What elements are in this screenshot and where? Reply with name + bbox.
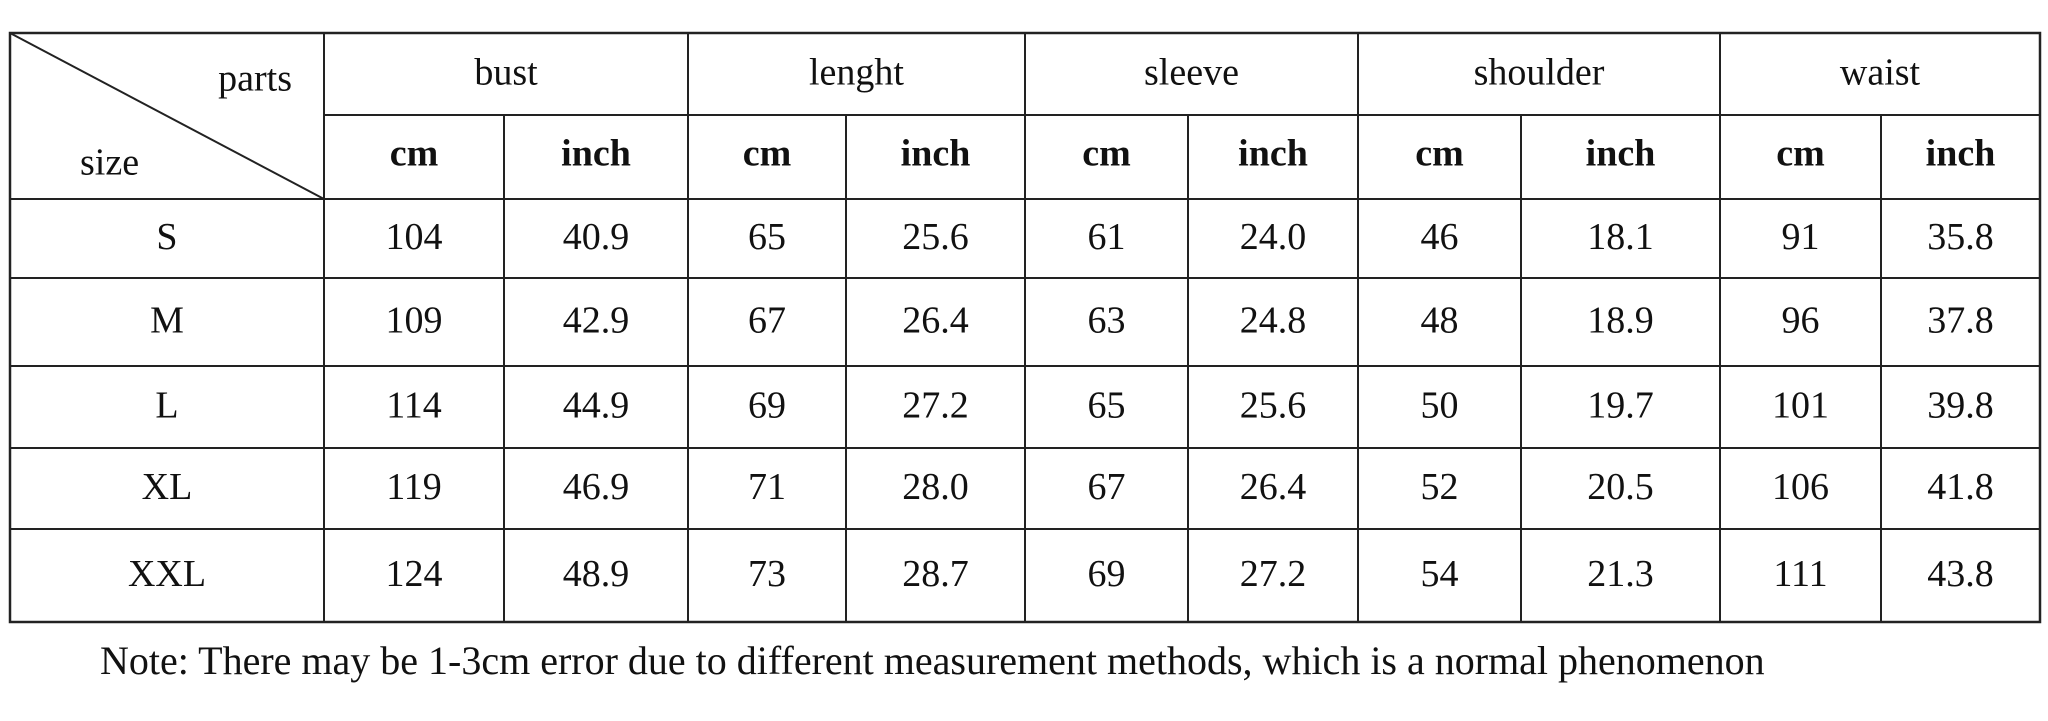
part-name: waist (1840, 52, 1921, 94)
cell-value: 28.0 (902, 466, 969, 508)
cell-value: 27.2 (902, 385, 969, 427)
size-label: XXL (128, 553, 206, 595)
cell-value: 65 (748, 216, 786, 258)
unit: inch (1238, 133, 1308, 175)
note: Note: There may be 1-3cm error due to di… (100, 638, 1765, 683)
cell-value: 19.7 (1587, 385, 1654, 427)
unit: cm (743, 133, 792, 175)
cell-value: 40.9 (563, 216, 630, 258)
cell-value: 54 (1421, 553, 1459, 595)
cell-value: 48 (1421, 300, 1459, 342)
cell-value: 119 (386, 466, 442, 508)
corner-top: parts (218, 58, 292, 100)
cell-value: 28.7 (902, 553, 969, 595)
part-name: lenght (809, 52, 904, 94)
unit: cm (1776, 133, 1825, 175)
cell-value: 37.8 (1927, 300, 1994, 342)
cell-value: 41.8 (1927, 466, 1994, 508)
cell-value: 114 (386, 385, 442, 427)
cell-value: 73 (748, 553, 786, 595)
cell-value: 91 (1782, 216, 1820, 258)
cell-value: 71 (748, 466, 786, 508)
cell-value: 46 (1421, 216, 1459, 258)
size-label: S (156, 216, 177, 258)
size-label: XL (142, 466, 193, 508)
size-label: M (150, 300, 184, 342)
cell-value: 24.0 (1240, 216, 1307, 258)
cell-value: 69 (748, 385, 786, 427)
cell-value: 42.9 (563, 300, 630, 342)
cell-value: 26.4 (1240, 466, 1307, 508)
cell-value: 61 (1088, 216, 1126, 258)
cell-value: 39.8 (1927, 385, 1994, 427)
cell-value: 18.1 (1587, 216, 1654, 258)
cell-value: 18.9 (1587, 300, 1654, 342)
cell-value: 67 (1088, 466, 1126, 508)
unit: cm (390, 133, 439, 175)
cell-value: 104 (386, 216, 443, 258)
corner-diagonal (9, 32, 325, 200)
cell-value: 124 (386, 553, 443, 595)
cell-value: 48.9 (563, 553, 630, 595)
unit: inch (561, 133, 631, 175)
cell-value: 27.2 (1240, 553, 1307, 595)
unit: inch (901, 133, 971, 175)
cell-value: 24.8 (1240, 300, 1307, 342)
cell-value: 52 (1421, 466, 1459, 508)
unit: inch (1586, 133, 1656, 175)
cell-value: 35.8 (1927, 216, 1994, 258)
cell-value: 67 (748, 300, 786, 342)
cell-value: 46.9 (563, 466, 630, 508)
unit: cm (1415, 133, 1464, 175)
cell-value: 26.4 (902, 300, 969, 342)
unit: inch (1926, 133, 1996, 175)
part-name: bust (474, 52, 538, 94)
cell-value: 21.3 (1587, 553, 1654, 595)
cell-value: 109 (386, 300, 443, 342)
cell-value: 25.6 (902, 216, 969, 258)
size-label: L (155, 385, 178, 427)
part-name: sleeve (1144, 52, 1239, 94)
cell-value: 20.5 (1587, 466, 1654, 508)
cell-value: 69 (1088, 553, 1126, 595)
unit: cm (1082, 133, 1131, 175)
corner-bottom: size (80, 142, 139, 184)
cell-value: 63 (1088, 300, 1126, 342)
cell-value: 101 (1772, 385, 1829, 427)
cell-value: 25.6 (1240, 385, 1307, 427)
cell-value: 44.9 (563, 385, 630, 427)
cell-value: 96 (1782, 300, 1820, 342)
cell-value: 111 (1773, 553, 1827, 595)
part-name: shoulder (1474, 52, 1605, 94)
cell-value: 106 (1772, 466, 1829, 508)
cell-value: 50 (1421, 385, 1459, 427)
cell-value: 43.8 (1927, 553, 1994, 595)
cell-value: 65 (1088, 385, 1126, 427)
